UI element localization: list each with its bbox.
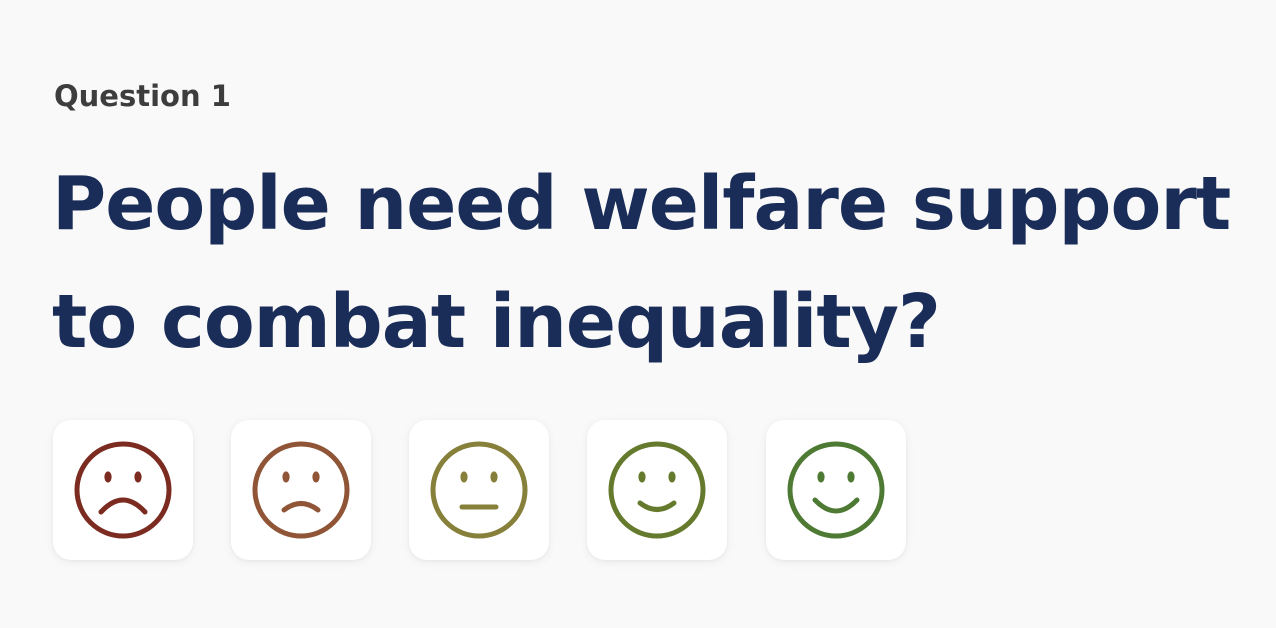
question-title: People need welfare support to combat in… [52,161,1231,365]
rating-very-happy-button[interactable] [766,420,906,560]
question-number: Question 1 [54,79,231,113]
rating-neutral-button[interactable] [409,420,549,560]
very-sad-face-icon [74,441,172,539]
rating-very-sad-button[interactable] [53,420,193,560]
rating-sad-button[interactable] [231,420,371,560]
neutral-face-icon [430,441,528,539]
rating-happy-button[interactable] [587,420,727,560]
very-happy-face-icon [787,441,885,539]
sad-face-icon [252,441,350,539]
happy-face-icon [608,441,706,539]
